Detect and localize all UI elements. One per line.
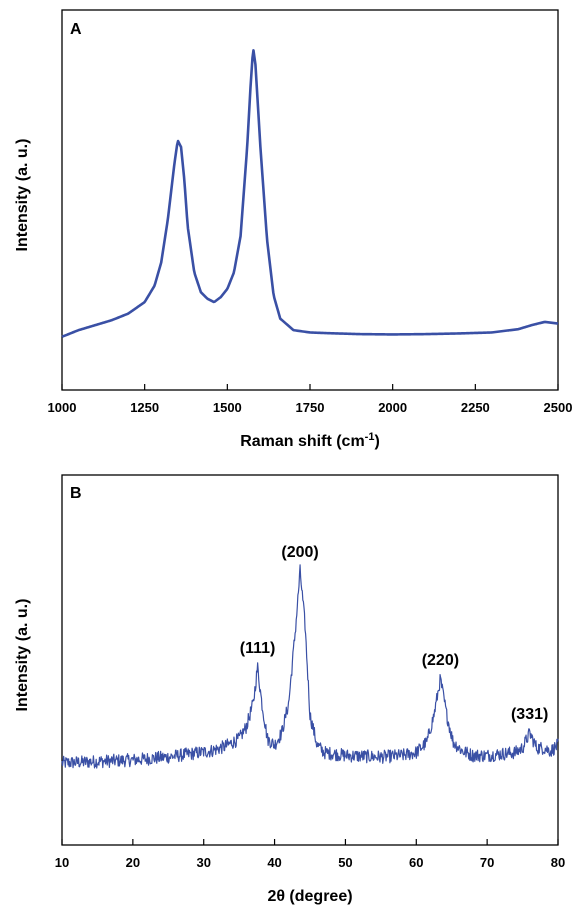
x-tick-label: 1250 (130, 400, 159, 415)
x-tick-label: 30 (196, 855, 210, 870)
x-tick-label: 10 (55, 855, 69, 870)
peak-label: (111) (240, 640, 276, 657)
panel-a-spectrum-line (61, 49, 559, 338)
panel-b: B 10 20 30 40 50 60 70 80 (111)(200)(220)(331) … (14, 474, 565, 905)
peak-label: (220) (422, 652, 459, 669)
panel-a-y-axis-label: Intensity (a. u.) (14, 139, 31, 252)
panel-b-x-axis-label: 2θ (degree) (267, 888, 352, 905)
panel-b-label: B (70, 485, 82, 502)
x-tick-label: 2000 (378, 400, 407, 415)
peak-label: (200) (281, 544, 318, 561)
peak-label: (331) (511, 706, 548, 723)
panel-b-frame (61, 474, 559, 846)
x-tick-label: 1000 (48, 400, 77, 415)
x-tick-label: 2250 (461, 400, 490, 415)
panel-a-x-ticks: 1000 1250 1500 1750 2000 2250 2500 (48, 384, 573, 415)
x-tick-label: 1750 (296, 400, 325, 415)
x-tick-label: 80 (551, 855, 565, 870)
panel-a: A 1000 1250 1500 1750 2000 2250 2500 Raman shi… (14, 9, 573, 450)
panel-a-x-axis-label: Raman shift (cm-1) (240, 431, 380, 450)
x-tick-label: 70 (480, 855, 494, 870)
panel-b-peak-annotations: (111) (200) (220) (331) (240, 544, 549, 723)
x-tick-label: 20 (126, 855, 140, 870)
panel-a-label: A (70, 21, 82, 38)
x-tick-label: 50 (338, 855, 352, 870)
x-tick-label: 1500 (213, 400, 242, 415)
x-tick-label: 60 (409, 855, 423, 870)
panel-b-y-axis-label: Intensity (a. u.) (14, 599, 31, 712)
x-tick-label: 40 (267, 855, 281, 870)
panel-b-x-ticks: 10 20 30 40 50 60 70 80 (55, 839, 565, 870)
panel-b-xrd-line (61, 564, 559, 769)
x-tick-label: 2500 (544, 400, 573, 415)
